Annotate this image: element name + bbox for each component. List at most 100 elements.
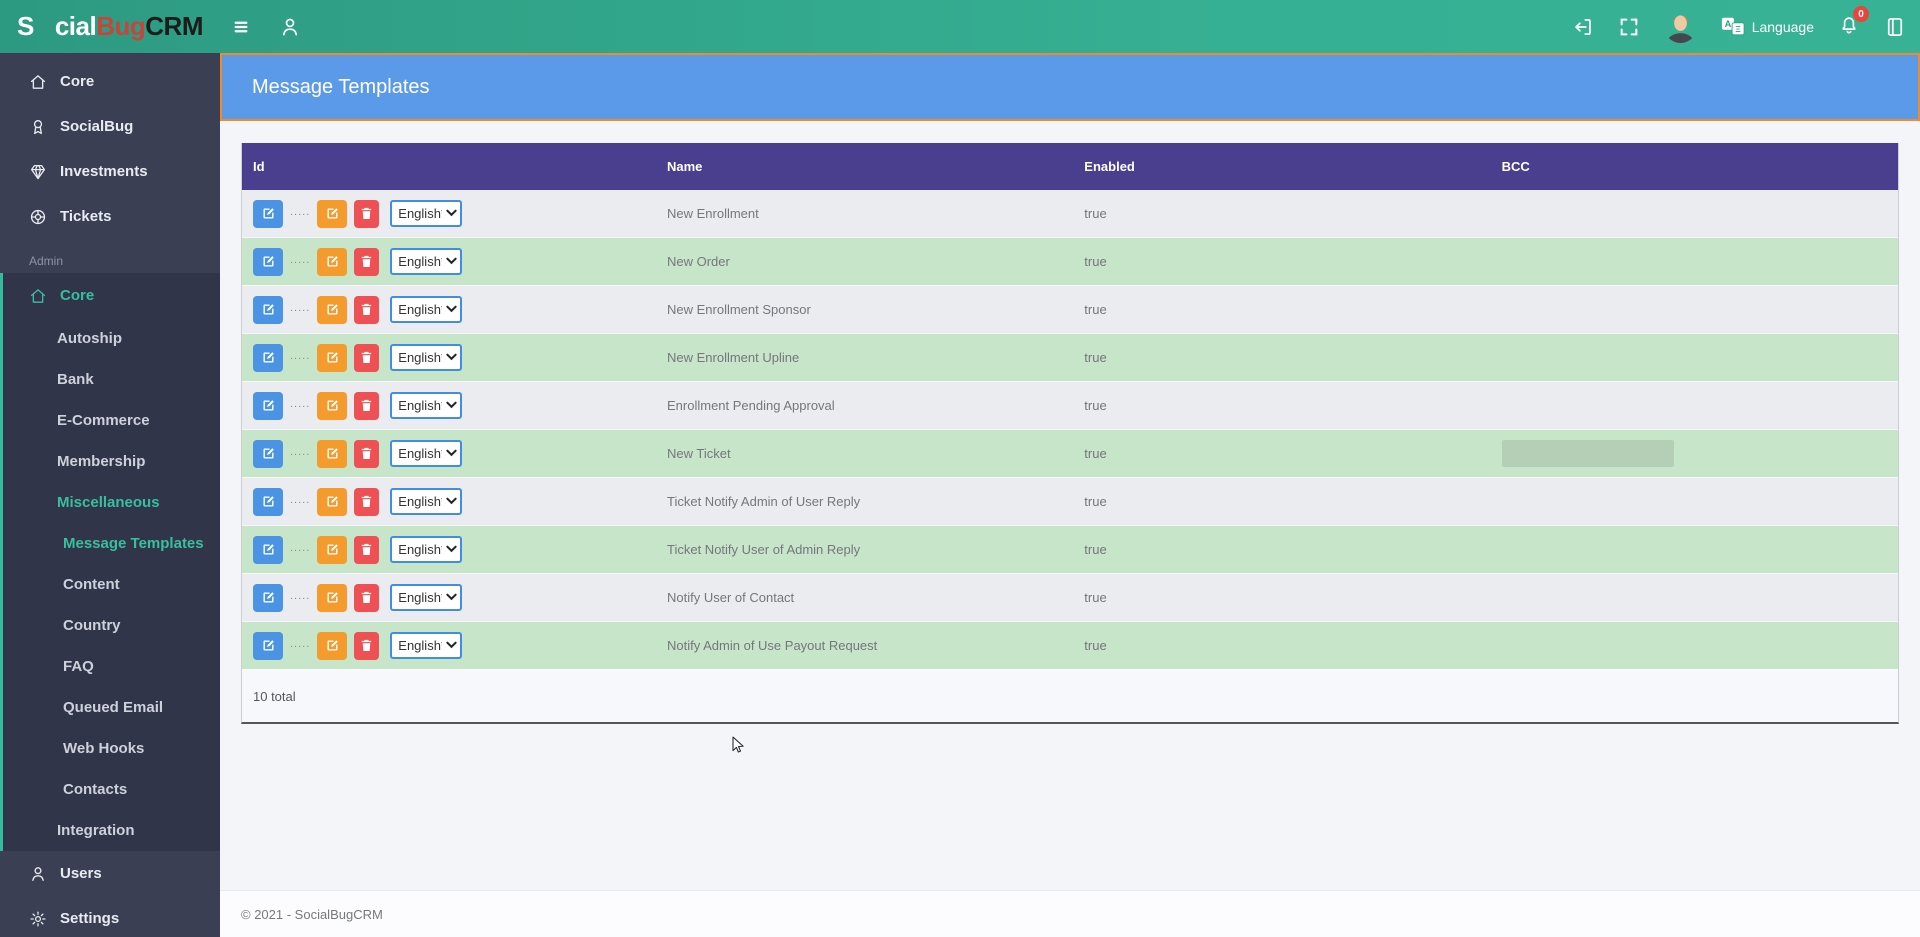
bcc-cell — [1491, 190, 1898, 237]
id-cell: ..... English* — [242, 478, 656, 525]
edit-button[interactable] — [317, 583, 348, 612]
delete-button[interactable] — [354, 487, 380, 516]
language-select-wrap: English* — [390, 488, 463, 515]
language-select[interactable]: English* — [390, 632, 463, 659]
trash-icon — [359, 590, 374, 605]
ladybug-icon — [35, 18, 54, 40]
language-select[interactable]: English* — [390, 344, 463, 371]
sidebar-item-users[interactable]: Users — [0, 851, 220, 896]
sidebar-item-message-templates[interactable]: Message Templates — [63, 535, 204, 552]
language-select-wrap: English* — [390, 440, 463, 467]
row-id-dots: ..... — [290, 301, 311, 314]
trash-icon — [359, 350, 374, 365]
edit-button[interactable] — [317, 391, 348, 420]
view-edit-button[interactable] — [253, 583, 283, 612]
user-icon[interactable] — [279, 16, 301, 38]
enabled-cell: true — [1084, 302, 1107, 317]
sidebar-item-membership[interactable]: Membership — [57, 453, 146, 470]
sidebar-section-label-admin: Admin — [29, 254, 64, 268]
sidebar-item-contacts[interactable]: Contacts — [63, 781, 128, 798]
sidebar-item-integration[interactable]: Integration — [57, 822, 135, 839]
sidebar-active-group: Core Autoship Bank E-Commerce Membership Misc… — [0, 273, 220, 851]
signout-icon[interactable] — [1572, 16, 1594, 38]
delete-button[interactable] — [354, 343, 380, 372]
view-edit-button[interactable] — [253, 487, 283, 516]
edit-button[interactable] — [317, 199, 348, 228]
sidebar-item-core[interactable]: Core — [3, 273, 220, 318]
trash-icon — [359, 254, 374, 269]
hamburger-icon[interactable] — [230, 16, 252, 38]
view-edit-button[interactable] — [253, 391, 283, 420]
edit-button[interactable] — [317, 487, 348, 516]
column-header-bcc: BCC — [1501, 159, 1530, 174]
language-select[interactable]: English* — [390, 296, 463, 323]
view-edit-button[interactable] — [253, 439, 283, 468]
view-edit-button[interactable] — [253, 631, 283, 660]
enabled-cell: true — [1084, 542, 1107, 557]
view-edit-button[interactable] — [253, 343, 283, 372]
sidebar-item-web-hooks[interactable]: Web Hooks — [63, 740, 145, 757]
fullscreen-icon[interactable] — [1618, 16, 1640, 38]
journal-icon[interactable] — [1884, 16, 1906, 38]
award-icon — [29, 118, 47, 136]
view-edit-button[interactable] — [253, 535, 283, 564]
edit-button[interactable] — [317, 247, 348, 276]
edit-button[interactable] — [317, 343, 348, 372]
delete-button[interactable] — [354, 583, 380, 612]
edit-icon — [325, 542, 340, 557]
language-select[interactable]: English* — [390, 200, 463, 227]
svg-text:Ξ: Ξ — [1735, 24, 1740, 34]
sidebar-item-faq[interactable]: FAQ — [63, 658, 94, 675]
delete-button[interactable] — [354, 439, 380, 468]
delete-button[interactable] — [354, 295, 380, 324]
delete-button[interactable] — [354, 631, 380, 660]
sidebar-item-socialbug[interactable]: SocialBug — [0, 104, 220, 149]
edit-icon — [325, 350, 340, 365]
sidebar-item-core[interactable]: Core — [0, 59, 220, 104]
sidebar-item-country[interactable]: Country — [63, 617, 121, 634]
logo-part-s: S — [17, 11, 34, 41]
language-select[interactable]: English* — [390, 536, 463, 563]
sidebar-item-e-commerce[interactable]: E-Commerce — [57, 412, 150, 429]
sidebar-item-content[interactable]: Content — [63, 576, 120, 593]
language-select[interactable]: English* — [390, 392, 463, 419]
language-select[interactable]: English* — [390, 488, 463, 515]
edit-icon — [261, 638, 276, 653]
delete-button[interactable] — [354, 535, 380, 564]
sidebar-item-bank[interactable]: Bank — [57, 371, 94, 388]
table-row: ..... English* New Enrollment Sponsor true — [242, 286, 1898, 334]
view-edit-button[interactable] — [253, 199, 283, 228]
delete-button[interactable] — [354, 391, 380, 420]
total-count: 10 total — [253, 688, 296, 704]
language-select[interactable]: English* — [390, 248, 463, 275]
avatar[interactable] — [1664, 10, 1697, 43]
edit-icon — [261, 302, 276, 317]
view-edit-button[interactable] — [253, 247, 283, 276]
edit-icon — [325, 302, 340, 317]
view-edit-button[interactable] — [253, 295, 283, 324]
edit-icon — [325, 206, 340, 221]
language-select-wrap: English* — [390, 536, 463, 563]
sidebar-item-queued-email[interactable]: Queued Email — [63, 699, 164, 716]
logo-part-bug: Bug — [96, 11, 146, 41]
sidebar-item-investments[interactable]: Investments — [0, 149, 220, 194]
enabled-cell: true — [1084, 638, 1107, 653]
sidebar-item-autoship[interactable]: Autoship — [57, 330, 122, 347]
sidebar-item-tickets[interactable]: Tickets — [0, 194, 220, 239]
delete-button[interactable] — [354, 247, 380, 276]
edit-button[interactable] — [317, 295, 348, 324]
language-select[interactable]: English* — [390, 440, 463, 467]
notifications-button[interactable]: 0 — [1838, 6, 1869, 40]
sidebar-item-miscellaneous[interactable]: Miscellaneous — [57, 494, 160, 511]
edit-button[interactable] — [317, 439, 348, 468]
edit-button[interactable] — [317, 535, 348, 564]
bcc-cell — [1491, 430, 1898, 477]
edit-button[interactable] — [317, 631, 348, 660]
edit-icon — [261, 350, 276, 365]
sidebar-item-settings[interactable]: Settings — [0, 896, 220, 937]
delete-button[interactable] — [354, 199, 380, 228]
language-select[interactable]: English* — [390, 584, 463, 611]
message-templates-table: Id Name Enabled BCC ..... English* New Enroll… — [241, 143, 1899, 724]
